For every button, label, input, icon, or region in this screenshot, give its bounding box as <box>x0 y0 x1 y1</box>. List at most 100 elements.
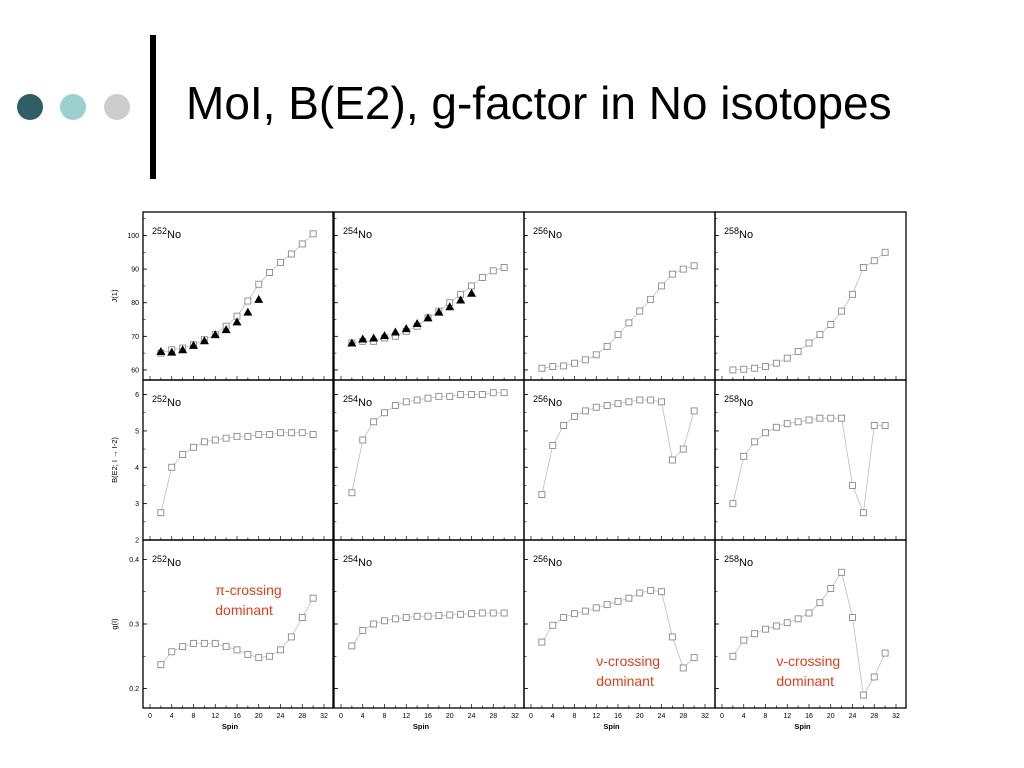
calc-point <box>751 364 759 372</box>
x-tick-label: 12 <box>592 713 600 720</box>
chart-panel: 256No <box>523 379 716 541</box>
calc-point <box>538 364 546 372</box>
calc-point <box>413 396 421 404</box>
y-tick-label: 0.4 <box>129 557 139 564</box>
calc-point <box>772 423 780 431</box>
calc-point <box>751 630 759 638</box>
calc-point <box>881 649 889 657</box>
exp-point <box>156 346 166 355</box>
title-divider <box>150 35 156 179</box>
calc-point <box>859 691 867 699</box>
isotope-element-symbol: No <box>167 557 181 569</box>
exp-point <box>467 288 476 297</box>
annotation-text: dominant <box>776 673 834 689</box>
calc-point <box>805 416 813 424</box>
calc-point <box>549 363 557 371</box>
chart-panel: 254No <box>333 211 525 381</box>
calc-point <box>277 429 284 437</box>
x-tick-label: 32 <box>701 713 709 720</box>
calc-point <box>468 610 475 618</box>
y-axis-label: g(I) <box>110 618 119 630</box>
isotope-mass-number: 256 <box>533 394 548 404</box>
calc-point <box>157 661 165 669</box>
calc-point <box>881 422 889 429</box>
annotation-text: ν-crossing <box>596 653 660 669</box>
slide-title: MoI, B(E2), g-factor in No isotopes <box>186 77 892 129</box>
calc-point <box>571 610 578 618</box>
calc-point <box>762 625 769 633</box>
chart-panel: 258No 0 4 8 12 16 20 24 28 32 Spin <box>714 539 907 731</box>
isotope-label: 254No <box>343 394 372 409</box>
exp-point <box>423 313 433 322</box>
calc-point <box>255 431 263 438</box>
calc-point <box>849 290 856 298</box>
calc-point <box>381 409 388 417</box>
annotation-text: dominant <box>596 673 654 689</box>
calc-point <box>603 601 611 609</box>
calc-point <box>827 585 835 592</box>
calc-point <box>729 366 737 374</box>
calc-point <box>560 422 568 429</box>
exp-point <box>189 340 198 349</box>
isotope-element-symbol: No <box>548 557 562 569</box>
calc-point <box>658 588 665 596</box>
annotation-text: dominant <box>215 602 273 618</box>
calc-series-line <box>541 265 695 369</box>
calc-point <box>849 614 856 621</box>
isotope-label: 256No <box>533 554 562 569</box>
calc-point <box>211 639 219 647</box>
isotope-element-symbol: No <box>167 229 181 241</box>
calc-point <box>424 612 432 620</box>
x-tick-label: 4 <box>170 713 174 720</box>
x-tick-label: 12 <box>211 713 219 720</box>
calc-point <box>794 347 802 355</box>
exp-point <box>412 319 422 328</box>
calc-point <box>457 391 465 398</box>
calc-point <box>500 609 508 617</box>
calc-point <box>571 359 578 367</box>
calc-point <box>794 615 802 623</box>
chart-panel: 258No <box>714 379 907 541</box>
calc-point <box>287 633 295 641</box>
exp-point <box>167 347 177 356</box>
calc-point <box>309 594 317 602</box>
calc-point <box>783 619 791 627</box>
calc-point <box>277 646 284 654</box>
isotope-element-symbol: No <box>739 557 753 569</box>
calc-point <box>190 443 197 451</box>
calc-point <box>244 650 252 658</box>
x-tick-label: 0 <box>339 713 343 720</box>
calc-point <box>827 321 835 329</box>
calc-point <box>762 363 769 371</box>
chart-panel: 0.2 0.3 0.4 252No 0 4 8 12 16 20 24 28 32 Spin <box>129 539 334 731</box>
calc-point <box>478 391 486 398</box>
y-tick-label: 60 <box>131 367 139 374</box>
isotope-mass-number: 258 <box>724 394 739 404</box>
isotope-element-symbol: No <box>167 397 181 409</box>
y-tick-label: 90 <box>131 267 139 274</box>
x-tick-label: 28 <box>679 713 687 720</box>
x-tick-label: 32 <box>511 713 519 720</box>
calc-point <box>679 445 687 453</box>
calc-point <box>614 331 622 339</box>
calc-point <box>772 622 780 630</box>
exp-point <box>232 317 242 326</box>
isotope-label: 258No <box>724 226 753 241</box>
calc-point <box>783 354 791 362</box>
calc-point <box>266 431 274 438</box>
calc-point <box>805 339 813 347</box>
calc-point <box>581 607 589 615</box>
isotope-label: 252No <box>152 554 181 569</box>
calc-point <box>538 638 546 646</box>
exp-point <box>178 345 188 354</box>
calc-point <box>244 297 252 305</box>
calc-point <box>478 609 486 617</box>
isotope-element-symbol: No <box>739 397 753 409</box>
calc-point <box>370 620 378 628</box>
x-tick-label: 32 <box>892 713 900 720</box>
calc-point <box>309 230 317 238</box>
chart-panel: 256No <box>523 211 716 381</box>
isotope-label: 254No <box>343 226 372 241</box>
calc-point <box>658 398 665 406</box>
